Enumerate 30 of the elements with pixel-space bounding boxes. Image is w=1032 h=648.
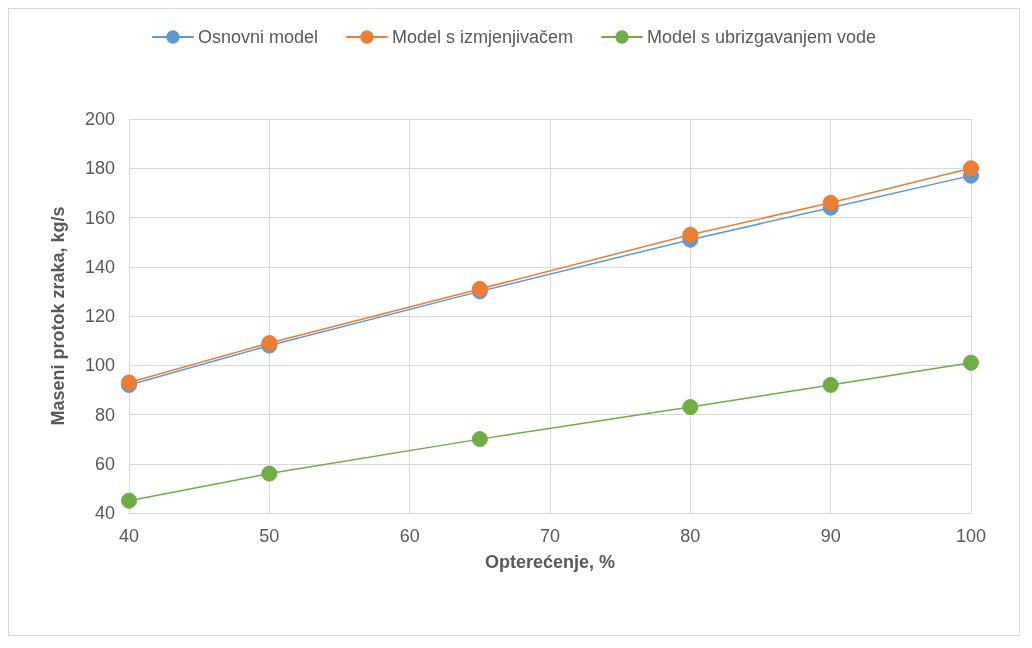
point <box>682 399 699 416</box>
x-tick-label: 50 <box>259 526 280 546</box>
point <box>963 160 979 177</box>
x-tick-label: 90 <box>820 526 841 546</box>
x-axis-title: Opterećenje, % <box>484 552 616 572</box>
y-tick-label: 120 <box>84 306 115 326</box>
x-tick-label: 60 <box>399 526 420 546</box>
legend-label: Model s ubrizgavanjem vode <box>647 27 877 47</box>
x-tick-label: 70 <box>539 526 561 546</box>
point <box>682 226 699 243</box>
legend-label: Osnovni model <box>197 27 318 47</box>
y-tick-label: 40 <box>94 503 115 523</box>
point <box>963 354 979 371</box>
y-axis-title: Maseni protok zraka, kg/s <box>48 206 68 426</box>
point <box>471 431 488 448</box>
y-tick-label: 200 <box>84 109 115 129</box>
x-tick-label: 40 <box>118 526 140 546</box>
point <box>822 376 839 393</box>
y-tick-label: 160 <box>84 207 115 228</box>
y-tick-label: 140 <box>84 256 115 277</box>
y-tick-label: 60 <box>94 453 115 474</box>
point <box>121 492 137 509</box>
y-tick-label: 100 <box>84 355 115 376</box>
x-tick-label: 100 <box>955 526 987 546</box>
point <box>261 465 278 482</box>
legend-label: Model s izmjenjivačem <box>391 27 573 47</box>
point <box>822 194 839 211</box>
y-tick-label: 80 <box>94 404 115 425</box>
y-tick-label: 180 <box>84 158 115 179</box>
x-tick-label: 80 <box>680 526 701 546</box>
